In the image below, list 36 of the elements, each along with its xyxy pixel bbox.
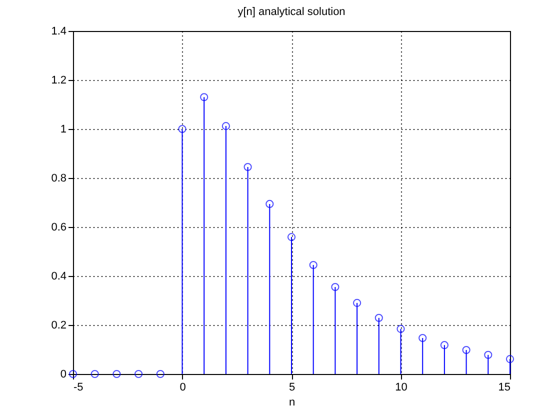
- point: [266, 200, 274, 208]
- x-tick-label: 0: [180, 382, 186, 394]
- y-tick-label: 1.4: [51, 26, 66, 38]
- point: [68, 370, 78, 378]
- point: [112, 370, 121, 378]
- x-tick-label: 15: [498, 382, 510, 394]
- point: [484, 350, 492, 359]
- point: [178, 124, 186, 134]
- point: [222, 122, 230, 130]
- point: [418, 334, 427, 342]
- y-tick-label: 0.6: [51, 222, 66, 234]
- point: [374, 314, 383, 322]
- x-tick-label: 5: [288, 382, 296, 394]
- point: [462, 346, 470, 354]
- y-tick-label: 0.2: [51, 320, 66, 332]
- point: [331, 282, 340, 292]
- chart-title: y[n] analytical solution: [238, 6, 346, 18]
- y-tick-label: 1.2: [51, 74, 66, 86]
- point: [244, 162, 252, 172]
- y-tick-label: 0.4: [51, 270, 66, 282]
- point: [396, 324, 405, 333]
- y-tick-label: 0.8: [51, 172, 66, 184]
- point: [134, 370, 143, 378]
- y-tick-label: 0: [60, 368, 66, 380]
- point: [200, 93, 208, 102]
- point: [90, 370, 99, 378]
- point: [506, 355, 514, 364]
- point: [309, 260, 318, 270]
- point: [287, 233, 296, 242]
- point: [440, 341, 448, 350]
- x-tick-label: -5: [74, 382, 84, 394]
- y-tick-label: 1: [60, 124, 66, 136]
- x-tick-label: 10: [395, 382, 408, 394]
- x-axis-title: n: [288, 396, 296, 408]
- point: [353, 298, 362, 307]
- point: [156, 370, 164, 378]
